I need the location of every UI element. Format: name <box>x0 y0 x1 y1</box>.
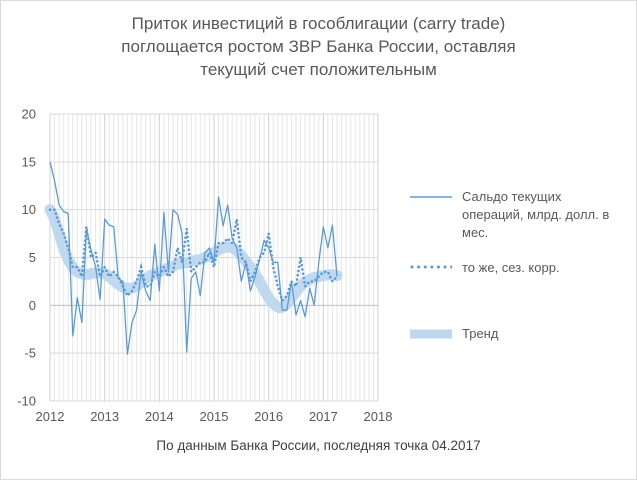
x-tick-label: 2014 <box>145 409 174 424</box>
legend-label-trend: Тренд <box>462 326 499 341</box>
seasonally-adjusted-line <box>48 208 339 304</box>
chart-title-line-2: поглощается ростом ЗВР Банка России, ост… <box>121 37 516 56</box>
chart-title-line-1: Приток инвестиций в гособлигации (carry … <box>131 14 506 33</box>
x-tick-label: 2018 <box>364 409 393 424</box>
y-tick-label: 10 <box>22 202 36 217</box>
legend-swatch-trend <box>405 325 457 339</box>
seasonally-adjusted-series <box>48 208 339 304</box>
y-tick-label: 15 <box>22 154 36 169</box>
legend-label-current-account: Сальдо текущих операций, млрд. долл. в м… <box>462 189 610 240</box>
legend-swatch-solid <box>410 188 452 202</box>
x-tick-label: 2012 <box>36 409 65 424</box>
x-tick-label: 2015 <box>200 409 229 424</box>
y-tick-label: 20 <box>22 107 36 122</box>
y-tick-label: -10 <box>17 394 36 409</box>
x-tick-label: 2017 <box>309 409 338 424</box>
chart-title-line-3: текущий счет положительным <box>200 60 437 79</box>
trend-line <box>44 204 343 314</box>
current-account-series <box>49 161 338 355</box>
legend-label-seasonally-adjusted: то же, сез. корр. <box>462 260 560 275</box>
y-tick-label: 5 <box>29 250 36 265</box>
current-account-line <box>49 161 338 355</box>
trend-series <box>44 204 343 314</box>
legend-item-trend: Тренд <box>405 325 622 343</box>
chart-title: Приток инвестиций в гособлигации (carry … <box>0 12 637 81</box>
legend: Сальдо текущих операций, млрд. долл. в м… <box>405 0 635 480</box>
legend-item-current-account: Сальдо текущих операций, млрд. долл. в м… <box>410 188 622 242</box>
y-tick-label: 0 <box>29 298 36 313</box>
x-tick-label: 2013 <box>90 409 119 424</box>
source-note: По данным Банка России, последняя точка … <box>156 438 481 453</box>
legend-swatch-dotted <box>410 259 454 273</box>
x-tick-label: 2016 <box>254 409 283 424</box>
y-tick-label: -5 <box>24 346 36 361</box>
legend-item-seasonally-adjusted: то же, сез. корр. <box>410 259 622 277</box>
